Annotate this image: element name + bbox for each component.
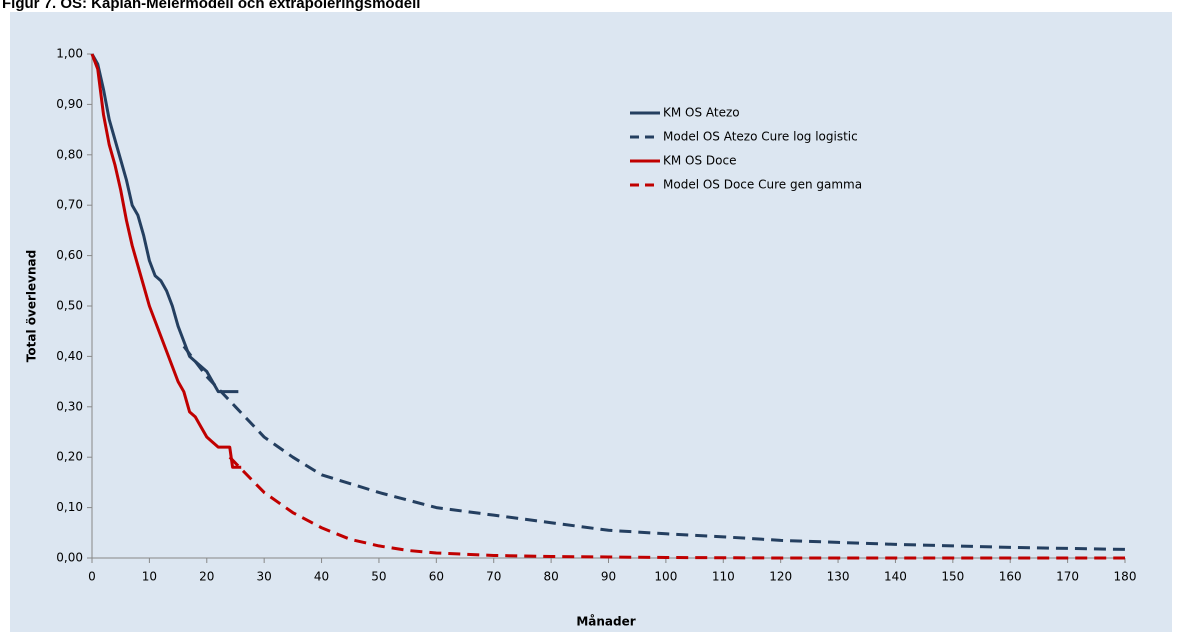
x-tick-label: 0	[88, 570, 96, 584]
x-tick-label: 180	[1114, 570, 1137, 584]
x-tick-label: 120	[769, 570, 792, 584]
x-tick-label: 90	[601, 570, 616, 584]
x-tick-label: 10	[142, 570, 157, 584]
x-tick-label: 140	[884, 570, 907, 584]
y-tick-label: 0,00	[56, 551, 83, 565]
y-axis-title: Total överlevnad	[25, 250, 39, 362]
y-tick-label: 0,10	[56, 500, 83, 514]
series-line	[90, 53, 239, 394]
y-tick-label: 0,40	[56, 349, 83, 363]
y-tick-label: 0,70	[56, 198, 83, 212]
y-tick-label: 0,30	[56, 399, 83, 413]
y-tick-label: 1,00	[56, 47, 83, 61]
x-tick-label: 60	[429, 570, 444, 584]
y-tick-label: 0,20	[56, 450, 83, 464]
x-tick-label: 70	[486, 570, 501, 584]
y-tick-label: 0,60	[56, 248, 83, 262]
x-tick-label: 110	[712, 570, 735, 584]
x-tick-label: 170	[1056, 570, 1079, 584]
y-tick-label: 0,90	[56, 97, 83, 111]
y-tick-label: 0,80	[56, 147, 83, 161]
series-line	[90, 53, 242, 469]
chart-background	[10, 12, 1172, 632]
legend-label: KM OS Atezo	[663, 106, 740, 120]
x-axis-title: Månader	[576, 615, 635, 629]
series-line	[182, 345, 1126, 551]
series-line	[228, 456, 1125, 560]
x-tick-label: 50	[371, 570, 386, 584]
legend-label: KM OS Doce	[663, 154, 736, 168]
legend-label: Model OS Doce Cure gen gamma	[663, 178, 862, 192]
x-tick-label: 80	[543, 570, 558, 584]
x-tick-label: 20	[199, 570, 214, 584]
chart-title: Figur 7. OS: Kaplan-Meiermodell och extr…	[2, 0, 420, 12]
x-tick-label: 40	[314, 570, 329, 584]
x-tick-label: 160	[999, 570, 1022, 584]
x-tick-label: 30	[257, 570, 272, 584]
x-tick-label: 130	[827, 570, 850, 584]
y-tick-label: 0,50	[56, 299, 83, 313]
legend-label: Model OS Atezo Cure log logistic	[663, 130, 858, 144]
x-tick-label: 100	[654, 570, 677, 584]
x-tick-label: 150	[941, 570, 964, 584]
